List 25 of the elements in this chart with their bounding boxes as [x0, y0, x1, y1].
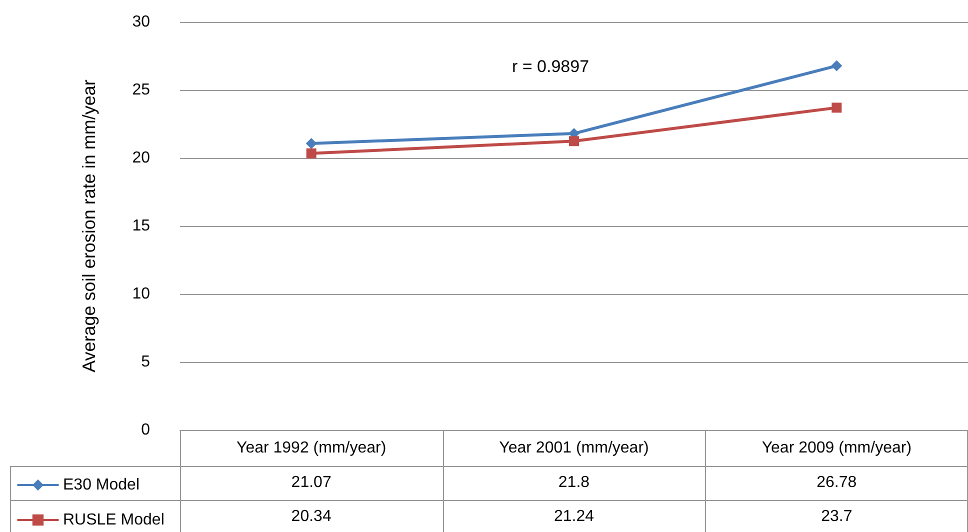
- y-axis-title: Average soil erosion rate in mm/year: [79, 80, 99, 372]
- point: [831, 60, 842, 72]
- y-tick-label: 25: [132, 82, 150, 98]
- x-tick-label: Year 2009 (mm/year): [762, 440, 912, 456]
- y-tick-label: 0: [141, 422, 150, 438]
- point: [306, 138, 317, 149]
- x-tick-label: Year 2001 (mm/year): [499, 440, 649, 456]
- y-tick-label: 30: [132, 14, 150, 30]
- x-tick-label: Year 1992 (mm/year): [236, 440, 386, 456]
- data-label: 26.78: [816, 473, 858, 493]
- legend-label: E30 Model: [63, 476, 140, 494]
- y-tick-label: 5: [141, 354, 150, 370]
- legend-label: RUSLE Model: [63, 512, 164, 528]
- point: [306, 148, 316, 158]
- y-tick-label: 20: [132, 150, 150, 166]
- y-tick-label: 15: [132, 218, 150, 234]
- data-label: 21.07: [290, 473, 332, 493]
- point: [569, 136, 579, 146]
- point: [832, 102, 842, 113]
- data-label: 20.34: [290, 507, 332, 527]
- annotation: r = 0.9897: [512, 57, 590, 76]
- data-label: 21.8: [557, 473, 591, 493]
- data-label: 21.24: [552, 507, 595, 527]
- data-label: 23.7: [820, 507, 854, 527]
- y-tick-label: 10: [132, 286, 150, 302]
